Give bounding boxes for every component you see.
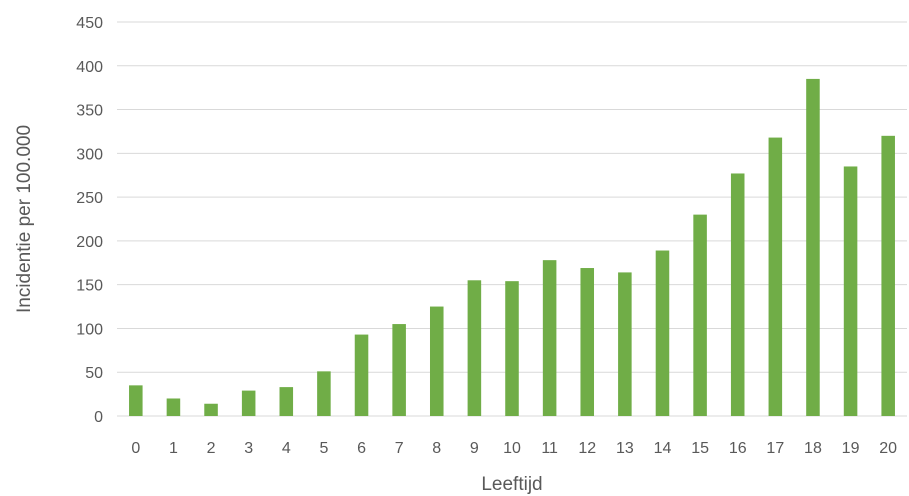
y-tick-label: 400 bbox=[76, 59, 103, 76]
bar-13 bbox=[618, 272, 632, 416]
x-tick-label: 2 bbox=[207, 440, 216, 457]
y-tick-label: 0 bbox=[94, 409, 103, 426]
x-axis-title: Leeftijd bbox=[481, 474, 542, 495]
x-tick-label: 16 bbox=[729, 440, 747, 457]
x-tick-label: 1 bbox=[169, 440, 178, 457]
bar-2 bbox=[204, 403, 218, 416]
y-tick-label: 300 bbox=[76, 146, 103, 163]
bar-15 bbox=[693, 214, 707, 416]
x-tick-label: 0 bbox=[131, 440, 140, 457]
bar-5 bbox=[317, 371, 331, 416]
bar-11 bbox=[542, 260, 557, 416]
y-tick-label: 450 bbox=[76, 15, 103, 32]
bar-19 bbox=[843, 166, 858, 416]
x-tick-label: 5 bbox=[319, 440, 328, 457]
y-tick-label: 100 bbox=[76, 321, 103, 338]
x-tick-label: 20 bbox=[879, 440, 897, 457]
bar-8 bbox=[429, 306, 444, 416]
x-tick-label: 14 bbox=[654, 440, 672, 457]
bar-1 bbox=[166, 398, 181, 416]
bar-0 bbox=[129, 385, 143, 416]
x-tick-label: 17 bbox=[766, 440, 784, 457]
bar-14 bbox=[655, 250, 670, 416]
bar-3 bbox=[241, 390, 256, 416]
bar-6 bbox=[354, 334, 369, 416]
x-tick-label: 11 bbox=[541, 440, 558, 457]
bar-12 bbox=[580, 268, 595, 416]
bar-18 bbox=[806, 78, 820, 417]
x-tick-label: 3 bbox=[244, 440, 253, 457]
x-tick-label: 6 bbox=[357, 440, 366, 457]
bars bbox=[129, 78, 895, 417]
y-tick-label: 50 bbox=[85, 365, 103, 382]
bar-17 bbox=[768, 137, 783, 416]
x-tick-label: 19 bbox=[842, 440, 860, 457]
x-tick-label: 18 bbox=[804, 440, 822, 457]
x-tick-label: 12 bbox=[578, 440, 596, 457]
x-tick-label: 15 bbox=[691, 440, 709, 457]
gridlines bbox=[117, 21, 907, 417]
x-tick-label: 9 bbox=[470, 440, 479, 457]
bar-10 bbox=[505, 281, 519, 416]
y-tick-label: 350 bbox=[76, 103, 103, 120]
x-tick-label: 8 bbox=[432, 440, 441, 457]
bar-16 bbox=[730, 173, 745, 416]
x-tick-label: 4 bbox=[282, 440, 291, 457]
y-tick-label: 250 bbox=[76, 190, 103, 207]
y-axis-title: Incidentie per 100.000 bbox=[14, 125, 35, 313]
x-axis-ticks: 0 1 2 3 4 5 6 7 8 9 10 11 12 13 14 15 16 17 18 19 20 bbox=[131, 440, 897, 457]
bar-20 bbox=[881, 135, 895, 417]
x-tick-label: 10 bbox=[503, 440, 521, 457]
bar-9 bbox=[467, 280, 482, 416]
x-tick-label: 13 bbox=[616, 440, 634, 457]
y-tick-label: 150 bbox=[76, 278, 103, 295]
x-tick-label: 7 bbox=[395, 440, 404, 457]
bar-7 bbox=[392, 324, 406, 416]
bar-4 bbox=[279, 387, 294, 416]
y-axis-ticks: 0 50 100 150 200 250 300 350 400 450 bbox=[76, 15, 103, 426]
y-tick-label: 200 bbox=[76, 234, 103, 251]
